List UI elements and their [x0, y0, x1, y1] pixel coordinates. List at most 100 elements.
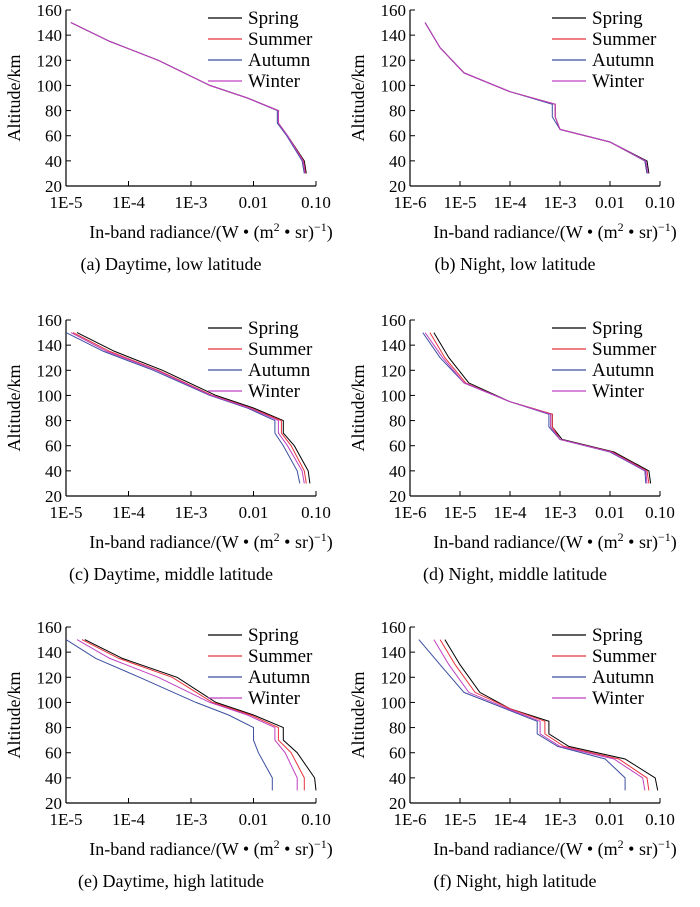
y-tick-label: 100	[381, 693, 407, 712]
legend-label-autumn: Autumn	[248, 667, 311, 688]
y-axis-label: Altitude/km	[4, 55, 24, 142]
y-tick-label: 160	[381, 618, 407, 637]
y-tick-label: 60	[389, 127, 406, 146]
x-tick-label: 1E-3	[174, 503, 207, 522]
panel-e: 20 40 60 80 100 120 140 160 1E-5 1E-4 1E-3 0.01 0.10…	[4, 618, 333, 892]
series-line-winter	[70, 22, 306, 174]
y-tick-label: 100	[381, 386, 407, 405]
y-axis-label: Altitude/km	[4, 672, 24, 759]
x-tick-label: 1E-5	[49, 193, 82, 212]
y-tick-label: 140	[381, 26, 407, 45]
x-tick-label: 0.10	[645, 193, 675, 212]
y-axis-label: Altitude/km	[4, 365, 24, 452]
panel-c: 20 40 60 80 100 120 140 160 1E-5 1E-4 1E-3 0.01 0.10…	[4, 311, 333, 585]
x-tick-label: 1E-5	[49, 810, 82, 829]
y-tick-label: 40	[389, 769, 406, 788]
y-tick-label: 100	[37, 693, 63, 712]
x-tick-label: 1E-4	[112, 810, 146, 829]
legend-label-spring: Spring	[248, 318, 299, 339]
y-tick-label: 160	[37, 618, 63, 637]
legend-label-winter: Winter	[592, 71, 645, 92]
panel-f: 20 40 60 80 100 120 140 160 1E-6 1E-5 1E-4 1E-3 0.01…	[348, 618, 677, 892]
y-tick-label: 80	[389, 102, 406, 121]
series-line-autumn	[65, 332, 301, 484]
y-tick-label: 140	[381, 336, 407, 355]
x-tick-label: 1E-5	[443, 193, 476, 212]
y-tick-label: 40	[45, 462, 62, 481]
y-tick-label: 100	[37, 76, 63, 95]
legend-label-summer: Summer	[248, 29, 313, 50]
y-tick-label: 100	[381, 76, 407, 95]
legend-label-summer: Summer	[248, 339, 313, 360]
x-tick-label: 1E-3	[174, 193, 207, 212]
series-line-winter	[424, 22, 649, 174]
x-tick-label: 0.01	[595, 193, 625, 212]
y-tick-label: 60	[45, 127, 62, 146]
x-tick-label: 1E-6	[393, 503, 426, 522]
panel-caption: (e) Daytime, high latitude	[78, 871, 264, 892]
y-tick-label: 120	[37, 668, 63, 687]
y-tick-label: 40	[45, 152, 62, 171]
x-tick-label: 1E-6	[393, 193, 426, 212]
x-tick-label: 1E-3	[543, 503, 576, 522]
x-tick-label: 0.10	[301, 810, 331, 829]
series-line-winter	[433, 639, 646, 791]
y-axis-label: Altitude/km	[348, 672, 368, 759]
y-tick-label: 160	[381, 311, 407, 330]
y-axis-label: Altitude/km	[348, 365, 368, 452]
legend-label-spring: Spring	[248, 8, 299, 29]
x-tick-label: 1E-4	[112, 503, 146, 522]
legend-label-spring: Spring	[592, 8, 643, 29]
y-tick-label: 60	[45, 437, 62, 456]
y-tick-label: 120	[381, 668, 407, 687]
x-tick-label: 0.10	[301, 193, 331, 212]
y-tick-label: 40	[389, 462, 406, 481]
y-tick-label: 20	[45, 794, 62, 813]
legend-label-winter: Winter	[248, 688, 301, 709]
series-line-winter	[76, 639, 298, 791]
panel-b: 20 40 60 80 100 120 140 160 1E-6 1E-5 1E-4 1E-3 0.01…	[348, 1, 677, 275]
y-tick-label: 80	[389, 412, 406, 431]
legend-label-winter: Winter	[592, 688, 645, 709]
x-tick-label: 0.01	[239, 810, 269, 829]
series-line-summer	[81, 639, 305, 791]
panel-caption: (f) Night, high latitude	[434, 871, 597, 892]
legend-label-autumn: Autumn	[248, 360, 311, 381]
y-tick-label: 60	[389, 437, 406, 456]
x-axis-label: In-band radiance/(W • (m2 • sr)−1)	[433, 530, 676, 553]
x-tick-label: 1E-4	[493, 193, 527, 212]
series-line-autumn	[65, 639, 273, 791]
series-line-spring	[84, 639, 317, 791]
x-tick-label: 0.10	[301, 503, 331, 522]
x-tick-label: 0.01	[239, 503, 269, 522]
legend-label-autumn: Autumn	[592, 360, 655, 381]
legend-label-summer: Summer	[592, 646, 657, 667]
y-tick-label: 80	[389, 719, 406, 738]
legend-label-spring: Spring	[248, 625, 299, 646]
legend-label-summer: Summer	[248, 646, 313, 667]
legend-label-autumn: Autumn	[592, 50, 655, 71]
x-axis-label: In-band radiance/(W • (m2 • sr)−1)	[433, 220, 676, 243]
series-line-summer	[72, 332, 307, 484]
y-tick-label: 80	[45, 719, 62, 738]
x-tick-label: 0.01	[595, 503, 625, 522]
panel-caption: (c) Daytime, middle latitude	[69, 564, 273, 585]
panel-a: 20 40 60 80 100 120 140 160 1E-5 1E-4 1E-3 0.01 0.10…	[4, 1, 333, 275]
y-tick-label: 80	[45, 102, 62, 121]
y-tick-label: 120	[37, 51, 63, 70]
y-tick-label: 20	[389, 794, 406, 813]
x-tick-label: 1E-4	[493, 503, 527, 522]
y-tick-label: 100	[37, 386, 63, 405]
y-tick-label: 120	[37, 361, 63, 380]
y-tick-label: 140	[37, 336, 63, 355]
series-line-spring	[444, 639, 659, 791]
y-tick-label: 80	[45, 412, 62, 431]
y-tick-label: 160	[37, 311, 63, 330]
legend-label-winter: Winter	[592, 381, 645, 402]
x-tick-label: 1E-4	[112, 193, 146, 212]
series-line-summer	[439, 639, 650, 791]
x-tick-label: 1E-3	[543, 193, 576, 212]
x-tick-label: 0.10	[645, 810, 675, 829]
